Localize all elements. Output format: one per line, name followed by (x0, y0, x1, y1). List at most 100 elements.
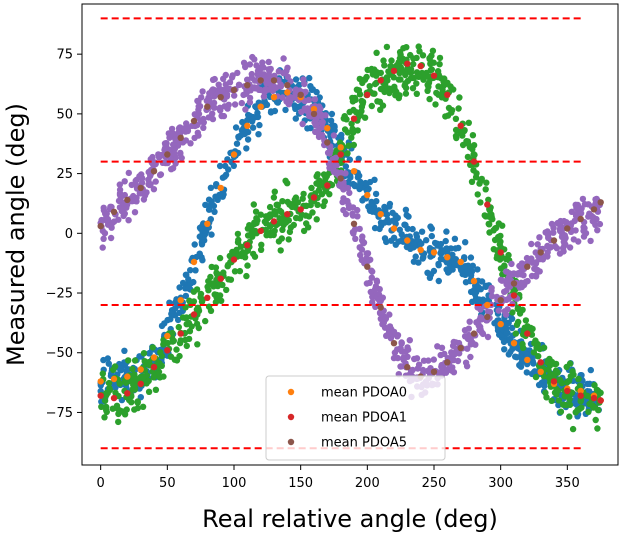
raw-point (522, 278, 530, 285)
raw-point (523, 351, 530, 358)
raw-point (442, 369, 450, 376)
raw-point (251, 253, 259, 260)
raw-point (342, 170, 349, 177)
raw-point (381, 235, 389, 242)
mean-point (390, 67, 398, 75)
raw-point (172, 299, 179, 306)
legend-marker (287, 413, 295, 421)
raw-point (175, 125, 183, 132)
raw-point (581, 201, 589, 208)
raw-point (596, 220, 604, 228)
raw-point (477, 306, 484, 313)
raw-point (320, 202, 327, 210)
raw-point (572, 227, 579, 234)
mean-point (217, 94, 224, 101)
mean-point (430, 72, 438, 79)
x-tick-label: 50 (159, 476, 176, 491)
mean-point (444, 359, 451, 366)
raw-point (528, 255, 535, 262)
raw-point (415, 43, 422, 50)
raw-point (351, 182, 359, 190)
raw-point (254, 113, 262, 121)
legend-marker (287, 438, 295, 446)
raw-point (185, 276, 192, 283)
raw-point (461, 263, 468, 270)
raw-point (260, 93, 268, 100)
raw-point (255, 131, 262, 138)
mean-point (124, 390, 131, 397)
raw-point (452, 132, 460, 140)
raw-point (158, 352, 166, 360)
raw-point (516, 262, 523, 270)
raw-point (475, 283, 482, 291)
mean-point (497, 249, 504, 256)
raw-point (252, 208, 260, 215)
raw-point (358, 97, 365, 105)
raw-point (445, 268, 453, 275)
raw-point (152, 178, 159, 185)
mean-point (190, 311, 198, 318)
raw-point (373, 49, 380, 56)
raw-point (386, 200, 394, 208)
x-axis-ticks: 0 50 100 150 200 250 300 350 (97, 465, 580, 491)
raw-point (98, 216, 105, 224)
raw-point (413, 231, 420, 238)
raw-point (508, 260, 515, 268)
mean-point (324, 125, 331, 132)
raw-point (121, 347, 128, 354)
mean-point (377, 211, 384, 218)
mean-point (550, 237, 558, 244)
raw-point (435, 262, 442, 269)
raw-series-1 (97, 67, 602, 420)
raw-point (207, 216, 214, 223)
raw-point (136, 190, 143, 197)
mean-point (470, 330, 478, 337)
raw-point (360, 240, 367, 247)
raw-point (116, 181, 124, 188)
raw-point (491, 225, 499, 232)
raw-point (222, 81, 229, 88)
mean-point (597, 397, 604, 404)
raw-point (366, 178, 374, 186)
raw-point (147, 172, 154, 180)
raw-point (228, 74, 236, 81)
mean-points (97, 60, 604, 404)
raw-point (178, 154, 185, 162)
raw-point (523, 369, 530, 376)
raw-point (129, 365, 136, 373)
raw-point (412, 253, 419, 260)
raw-point (299, 120, 306, 128)
mean-point (270, 77, 278, 84)
raw-point (145, 377, 152, 385)
raw-point (467, 341, 474, 348)
raw-point (118, 207, 126, 215)
raw-point (350, 141, 357, 149)
mean-point (110, 375, 118, 383)
raw-point (477, 314, 484, 321)
mean-point (430, 249, 438, 256)
raw-point (585, 213, 592, 220)
raw-point (410, 60, 417, 68)
raw-point (316, 94, 323, 101)
raw-point (195, 110, 203, 118)
x-tick-label: 100 (222, 476, 247, 491)
raw-point (243, 272, 250, 280)
y-tick-label: −50 (46, 346, 73, 361)
raw-point (428, 232, 435, 240)
raw-point (346, 108, 353, 116)
mean-point (457, 258, 464, 266)
mean-point (244, 82, 251, 89)
raw-point (301, 80, 308, 88)
raw-point (249, 124, 257, 131)
raw-point (422, 73, 429, 80)
raw-point (428, 66, 435, 73)
raw-point (231, 268, 239, 275)
mean-point (310, 110, 318, 118)
mean-point (124, 373, 131, 380)
raw-point (597, 389, 604, 396)
x-tick-label: 200 (355, 476, 380, 491)
mean-point (524, 263, 531, 270)
raw-point (131, 357, 139, 364)
raw-point (356, 244, 363, 251)
raw-point (497, 232, 504, 240)
